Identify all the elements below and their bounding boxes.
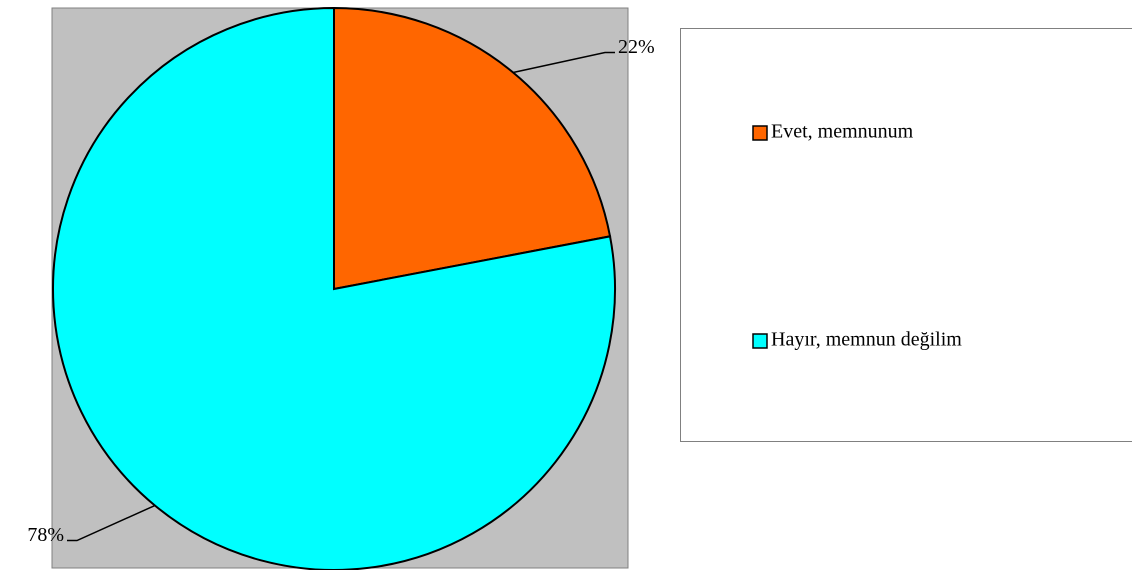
leader-line <box>512 51 615 74</box>
data-label: 78% <box>27 524 64 546</box>
legend-swatch <box>752 125 768 141</box>
legend-label: Evet, memnunum <box>771 121 914 143</box>
legend-swatch <box>752 333 768 349</box>
data-label: 22% <box>618 36 655 58</box>
legend-box <box>680 28 1132 442</box>
leader-line <box>67 504 156 542</box>
legend-label: Hayır, memnun değilim <box>771 329 962 351</box>
pie-slice <box>52 6 616 570</box>
